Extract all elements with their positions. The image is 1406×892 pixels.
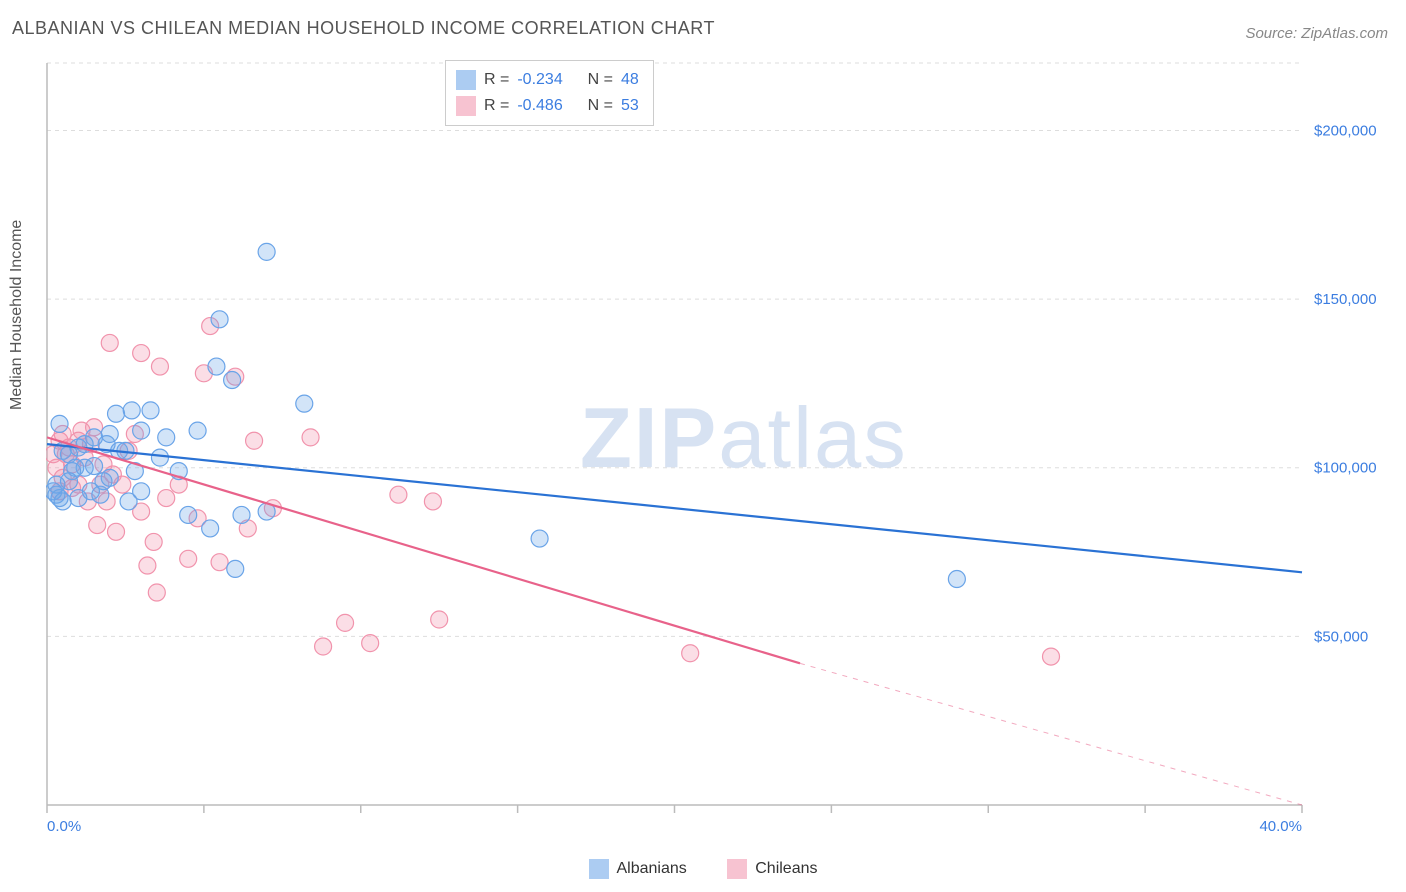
swatch-chileans xyxy=(456,96,476,116)
n-value-chileans: 53 xyxy=(621,93,639,119)
swatch-albanians xyxy=(456,70,476,90)
chart-title: ALBANIAN VS CHILEAN MEDIAN HOUSEHOLD INC… xyxy=(12,18,715,39)
swatch-chileans xyxy=(727,859,747,879)
r-value-chileans: -0.486 xyxy=(517,93,562,119)
legend-label-chileans: Chileans xyxy=(755,860,817,878)
svg-text:$100,000: $100,000 xyxy=(1314,460,1377,477)
r-value-albanians: -0.234 xyxy=(517,67,562,93)
r-label: R = xyxy=(484,67,509,93)
svg-text:40.0%: 40.0% xyxy=(1259,818,1302,835)
n-label: N = xyxy=(588,93,613,119)
legend-label-albanians: Albanians xyxy=(617,860,687,878)
n-label: N = xyxy=(588,67,613,93)
series-legend: Albanians Chileans xyxy=(0,859,1406,884)
y-axis-label: Median Household Income xyxy=(8,220,26,410)
svg-text:$150,000: $150,000 xyxy=(1314,291,1377,308)
legend-item-albanians: Albanians xyxy=(589,859,687,879)
swatch-albanians xyxy=(589,859,609,879)
r-label: R = xyxy=(484,93,509,119)
legend-row-chileans: R = -0.486 N = 53 xyxy=(456,93,639,119)
legend-row-albanians: R = -0.234 N = 48 xyxy=(456,67,639,93)
legend-item-chileans: Chileans xyxy=(727,859,817,879)
source-label: Source: ZipAtlas.com xyxy=(1245,25,1388,42)
scatter-plot: 0.0% 40.0% $50,000 $100,000 $150,000 $200,000 xyxy=(46,55,1392,835)
svg-text:$50,000: $50,000 xyxy=(1314,628,1368,645)
correlation-legend: R = -0.234 N = 48 R = -0.486 N = 53 xyxy=(445,60,654,126)
svg-text:$200,000: $200,000 xyxy=(1314,122,1377,139)
svg-text:0.0%: 0.0% xyxy=(47,818,81,835)
n-value-albanians: 48 xyxy=(621,67,639,93)
